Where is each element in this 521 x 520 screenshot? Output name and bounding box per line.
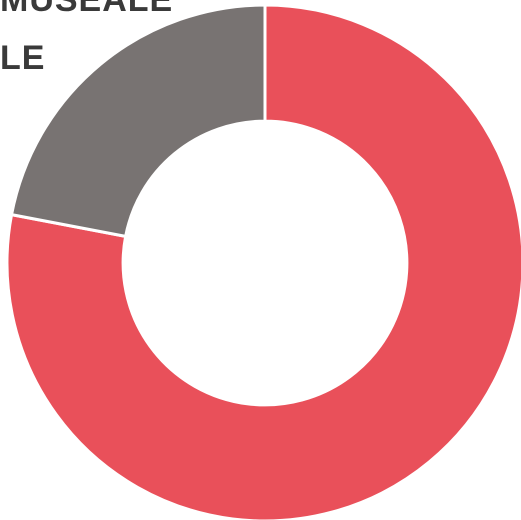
chart-label-line-2: LE xyxy=(0,39,46,77)
chart-label-line-1: MUSEALE xyxy=(0,0,174,19)
donut-slice-2 xyxy=(9,3,267,239)
donut-slice-1 xyxy=(5,3,521,520)
